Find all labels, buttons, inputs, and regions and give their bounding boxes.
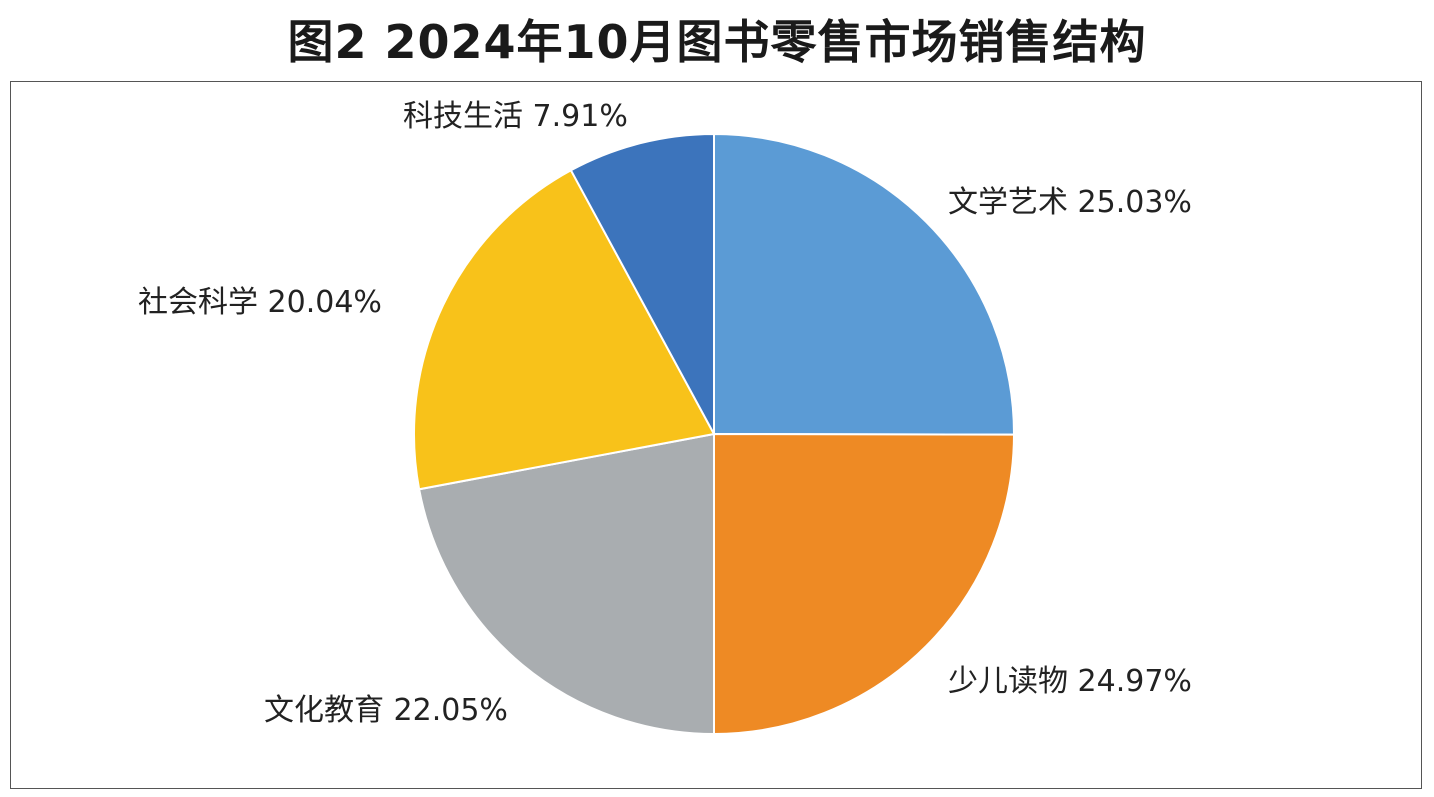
pie-labels: 文学艺术 25.03% 少儿读物 24.97% 文化教育 22.05% 社会科学 20… [138, 99, 1192, 728]
pie-slices [413, 132, 1016, 736]
slice-data-label-4: 社会科学 20.04% [138, 285, 382, 320]
slice-data-label-5: 科技生活 7.91% [403, 99, 628, 134]
slice-data-label-3: 文化教育 22.05% [264, 693, 508, 728]
pie-slice-5 [569, 132, 715, 435]
pie-slice-2 [713, 432, 1016, 736]
chart-title: 图2 2024年10月图书零售市场销售结构 [287, 15, 1147, 69]
slice-data-label-1: 文学艺术 25.03% [948, 185, 1192, 220]
pie-slice-3 [417, 432, 715, 736]
pie-slice-1 [713, 132, 1016, 436]
pie-slice-4 [413, 168, 716, 491]
slice-data-label-2: 少儿读物 24.97% [948, 664, 1192, 699]
